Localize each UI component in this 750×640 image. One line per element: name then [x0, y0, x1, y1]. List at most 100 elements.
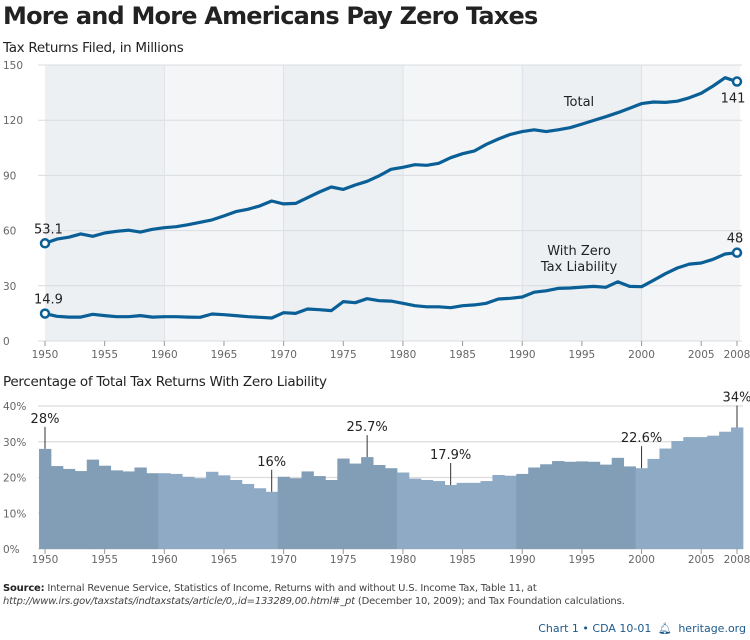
- bar: [623, 466, 636, 549]
- liberty-bell-icon: 🔔︎: [657, 622, 672, 635]
- x-tick-label: 1965: [211, 554, 238, 566]
- bar: [229, 480, 243, 549]
- bar: [695, 437, 708, 549]
- start-point-marker: [39, 308, 51, 319]
- x-tick-label: 1985: [449, 554, 476, 566]
- annotation-label: 17.9%: [430, 448, 471, 463]
- y-tick-label: 20%: [3, 473, 26, 485]
- bar: [683, 437, 696, 549]
- bar: [194, 478, 207, 549]
- y-tick-label: 10%: [3, 508, 26, 520]
- x-tick-label: 1955: [91, 554, 118, 566]
- bar: [206, 471, 219, 549]
- source-url: http://www.irs.gov/taxstats/indtaxstats/…: [3, 596, 355, 607]
- y-tick-label: 150: [3, 60, 23, 72]
- bar: [253, 488, 267, 549]
- bar: [575, 461, 589, 549]
- annotation-label: 28%: [31, 412, 60, 427]
- annotation-label: 16%: [257, 455, 286, 470]
- end-value-label: 48: [727, 232, 744, 247]
- bar: [456, 482, 469, 549]
- y-tick-label: 40%: [3, 401, 26, 413]
- y-tick-label: 120: [3, 115, 23, 127]
- bar: [122, 471, 135, 549]
- source-label: Source:: [3, 583, 45, 594]
- bar: [731, 427, 744, 549]
- x-tick-label: 2000: [628, 349, 655, 361]
- bar: [146, 473, 159, 549]
- bar: [265, 491, 279, 549]
- end-point-marker: [731, 247, 743, 258]
- bar: [408, 478, 422, 549]
- end-value-label: 141: [721, 92, 746, 107]
- bar: [587, 461, 601, 549]
- bar: [337, 458, 350, 549]
- annotation-label: 25.7%: [346, 420, 387, 435]
- bar: [611, 457, 625, 549]
- bar: [182, 476, 195, 549]
- bar: [241, 483, 255, 549]
- source-note: Source: Internal Revenue Service, Statis…: [3, 582, 748, 608]
- bar-chart-title: Percentage of Total Tax Returns With Zer…: [3, 374, 327, 390]
- start-point-marker: [39, 238, 51, 249]
- bar: [504, 475, 517, 549]
- bar: [158, 473, 171, 549]
- source-text-2: (December 10, 2009); and Tax Foundation …: [354, 596, 625, 607]
- bar: [396, 472, 410, 549]
- bar: [540, 464, 553, 549]
- bar: [552, 461, 565, 549]
- bar: [289, 478, 302, 549]
- decade-band: [283, 65, 403, 341]
- y-tick-label: 60: [3, 226, 16, 238]
- x-tick-label: 1970: [270, 554, 297, 566]
- y-tick-label: 0%: [3, 544, 20, 556]
- bar: [564, 461, 577, 549]
- bar: [313, 476, 326, 549]
- x-tick-label: 2000: [628, 554, 655, 566]
- bar: [39, 448, 52, 549]
- bar: [134, 467, 147, 549]
- bar: [301, 471, 314, 549]
- series-line-total: [44, 76, 738, 245]
- x-tick-label: 1950: [32, 554, 59, 566]
- bar: [110, 470, 123, 549]
- bar: [492, 475, 505, 549]
- x-tick-label: 2005: [688, 349, 715, 361]
- bar: [86, 459, 100, 550]
- decade-band: [402, 65, 523, 341]
- series-line-zero-liability: [44, 251, 738, 320]
- decade-band: [45, 65, 165, 341]
- end-point-marker: [731, 76, 743, 87]
- x-tick-label: 2008: [724, 349, 750, 361]
- start-value-label: 14.9: [34, 293, 63, 308]
- bar: [468, 482, 481, 549]
- bar: [277, 476, 290, 549]
- x-tick-label: 1980: [390, 554, 417, 566]
- bar: [349, 463, 362, 549]
- site-link[interactable]: heritage.org: [678, 622, 746, 635]
- bar: [170, 473, 183, 549]
- x-tick-label: 1960: [151, 554, 178, 566]
- bar: [659, 448, 672, 549]
- x-tick-label: 1975: [330, 554, 357, 566]
- bar: [647, 458, 660, 549]
- x-tick-label: 1955: [91, 349, 118, 361]
- chart-id: Chart 1 • CDA 10-01: [538, 622, 652, 635]
- start-value-label: 53.1: [34, 222, 63, 237]
- bar: [671, 441, 684, 549]
- bar: [444, 485, 458, 549]
- bar: [74, 471, 88, 549]
- bar-chart: 0% 10% 20% 30% 40% 1950 1955 1960 1965 1970 1975 19…: [3, 390, 750, 566]
- x-tick-label: 1985: [449, 349, 476, 361]
- x-tick-label: 2008: [724, 554, 750, 566]
- bar: [98, 465, 112, 549]
- x-tick-label: 1990: [509, 554, 536, 566]
- x-tick-label: 1965: [211, 349, 238, 361]
- bar: [707, 435, 720, 549]
- bar: [218, 475, 231, 549]
- bar: [361, 457, 374, 549]
- x-tick-label: 1980: [390, 349, 417, 361]
- x-tick-label: 1995: [569, 554, 596, 566]
- bar: [635, 468, 648, 549]
- bar: [599, 464, 613, 549]
